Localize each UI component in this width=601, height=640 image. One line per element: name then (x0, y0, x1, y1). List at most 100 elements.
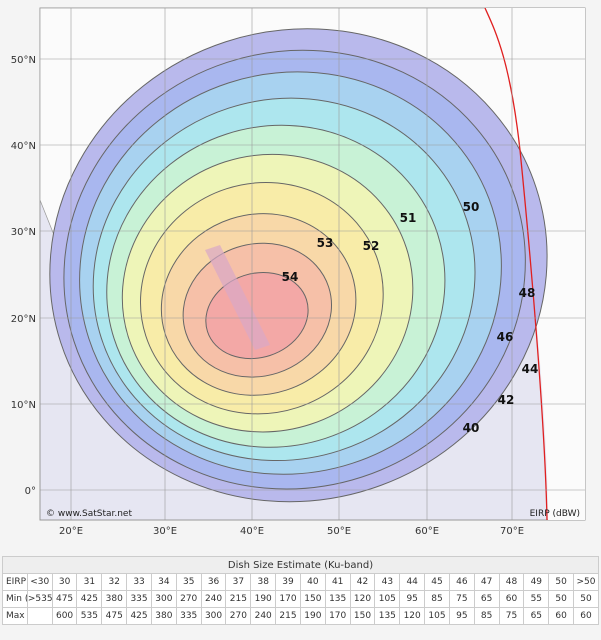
contour-label: 51 (400, 211, 417, 225)
contour-label: 46 (497, 330, 514, 344)
cell: >535 (26, 590, 53, 608)
cell: 425 (126, 607, 152, 625)
lat-label: 20°N (11, 314, 36, 325)
lon-label: 20°E (59, 526, 83, 537)
cell: 150 (349, 607, 376, 625)
cell: <30 (26, 573, 53, 591)
table-row: EIRP (dBW)<30303132333435363738394041424… (2, 573, 599, 591)
contour-label: 40 (463, 421, 480, 435)
lon-label: 60°E (415, 526, 439, 537)
row-label: Max (cm) (2, 607, 28, 625)
cell: 65 (523, 607, 550, 625)
cell: 95 (399, 590, 426, 608)
lon-label: 70°E (500, 526, 524, 537)
lat-label: 40°N (11, 141, 36, 152)
lat-label: 30°N (11, 227, 36, 238)
cell: 48 (498, 573, 525, 591)
cell: 600 (51, 607, 78, 625)
cell: 120 (349, 590, 376, 608)
cell: 300 (150, 590, 177, 608)
cell: 240 (250, 607, 277, 625)
cell: 105 (424, 607, 450, 625)
table-row: Min (cm)>5354754253803353002702402151901… (2, 590, 599, 608)
cell: 240 (200, 590, 227, 608)
cell: 75 (498, 607, 525, 625)
lon-label: 50°E (327, 526, 351, 537)
credit: © www.SatStar.net (46, 509, 132, 519)
cell: 150 (299, 590, 326, 608)
cell: 85 (473, 607, 500, 625)
contour-label: 54 (282, 270, 299, 284)
cell: 190 (299, 607, 326, 625)
cell: 425 (76, 590, 103, 608)
cell: 46 (448, 573, 475, 591)
table-title: Dish Size Estimate (Ku-band) (2, 556, 599, 574)
cell: 335 (175, 607, 202, 625)
row-label: EIRP (dBW) (2, 573, 28, 591)
cell: 300 (200, 607, 227, 625)
cell: 75 (448, 590, 475, 608)
cell: 135 (374, 607, 401, 625)
contour-label: 52 (363, 239, 380, 253)
cell: 49 (523, 573, 550, 591)
cell: 475 (51, 590, 78, 608)
cell: 120 (399, 607, 426, 625)
cell: 35 (175, 573, 202, 591)
cell: 50 (548, 590, 575, 608)
cell: 31 (76, 573, 103, 591)
cell: 335 (126, 590, 152, 608)
graticule (40, 8, 585, 520)
cell: 170 (275, 590, 301, 608)
contour-label: 42 (498, 393, 515, 407)
cell: 190 (250, 590, 277, 608)
cell: 42 (349, 573, 376, 591)
dish-size-table: Dish Size Estimate (Ku-band) EIRP (dBW)<… (2, 556, 599, 625)
cell: >50 (573, 573, 599, 591)
cell (26, 607, 53, 625)
cell: 39 (275, 573, 301, 591)
cell: 105 (374, 590, 401, 608)
lon-label: 40°E (240, 526, 264, 537)
cell: 85 (424, 590, 450, 608)
cell: 215 (225, 590, 252, 608)
cell: 215 (275, 607, 301, 625)
cell: 270 (225, 607, 252, 625)
cell: 47 (473, 573, 500, 591)
contour-label: 44 (522, 362, 539, 376)
cell: 37 (225, 573, 252, 591)
cell: 38 (250, 573, 277, 591)
unit-label: EIRP (dBW) (530, 509, 580, 519)
cell: 60 (498, 590, 525, 608)
table-row: Max (cm) 60053547542538033530027024021519… (2, 607, 599, 625)
cell: 170 (324, 607, 351, 625)
footprint (40, 8, 585, 520)
cell: 44 (399, 573, 426, 591)
lat-label: 0° (25, 486, 36, 497)
contour-label: 53 (317, 236, 334, 250)
cell: 43 (374, 573, 401, 591)
cell: 60 (548, 607, 575, 625)
lon-label: 30°E (153, 526, 177, 537)
cell: 30 (51, 573, 78, 591)
lat-label: 10°N (11, 400, 36, 411)
cell: 95 (448, 607, 475, 625)
cell: 380 (150, 607, 177, 625)
cell: 41 (324, 573, 351, 591)
cell: 60 (573, 607, 599, 625)
cell: 40 (299, 573, 326, 591)
cell: 270 (175, 590, 202, 608)
lat-label: 50°N (11, 55, 36, 66)
cell: 45 (424, 573, 450, 591)
cell: 535 (76, 607, 103, 625)
contour-label: 50 (463, 200, 480, 214)
cell: 380 (101, 590, 128, 608)
row-label: Min (cm) (2, 590, 28, 608)
cell: 33 (126, 573, 152, 591)
cell: 135 (324, 590, 351, 608)
cell: 50 (548, 573, 575, 591)
map: 50°N 40°N 30°N 20°N 10°N 0° 20°E 30°E 40°E 50°E 60… (11, 7, 586, 537)
cell: 65 (473, 590, 500, 608)
cell: 34 (150, 573, 177, 591)
cell: 475 (101, 607, 128, 625)
